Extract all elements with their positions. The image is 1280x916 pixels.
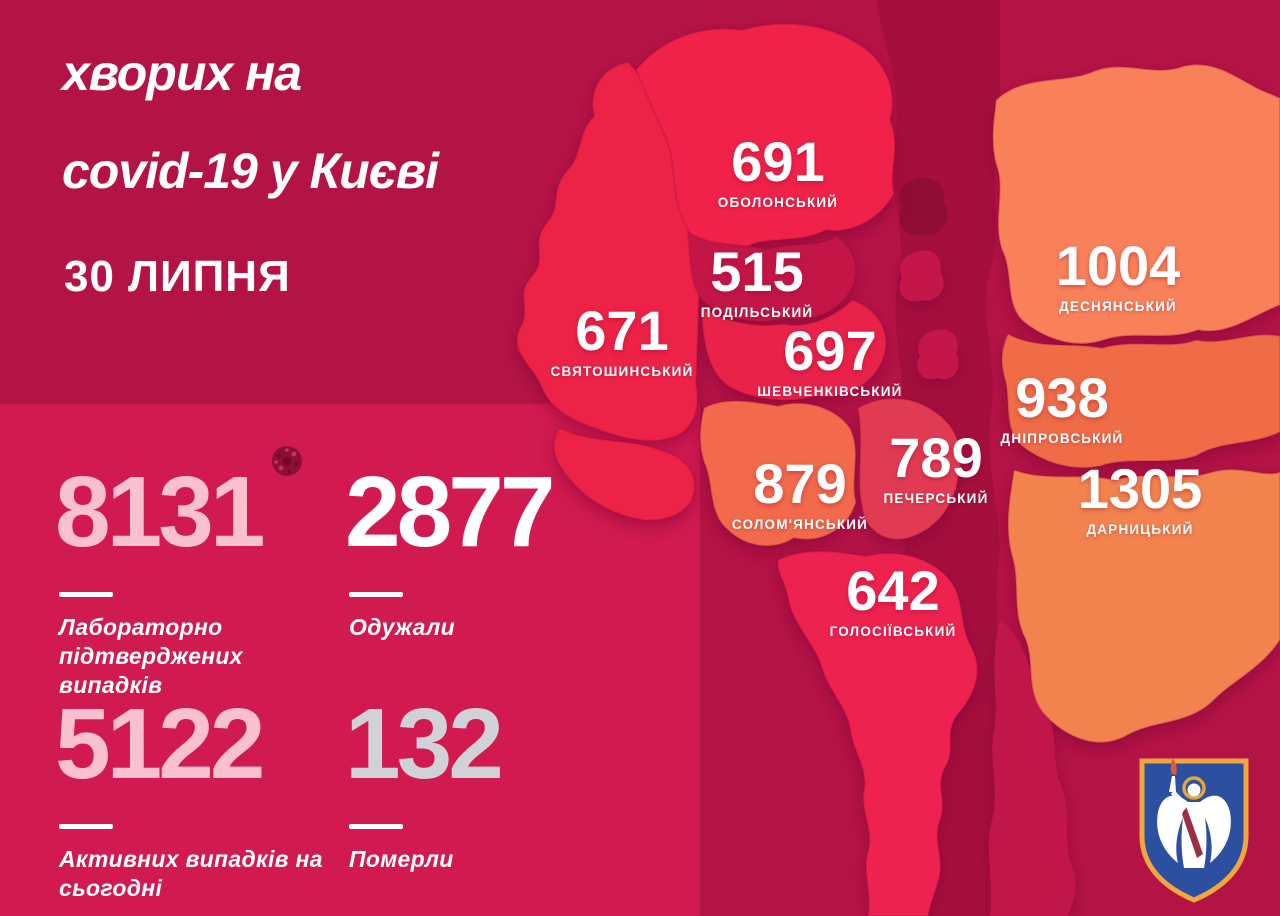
stat-active: 5122 Активних випадків на сьогодні [55, 694, 340, 903]
district-value: 1004 [1055, 234, 1181, 297]
district-shape-solomianskyi [699, 399, 858, 547]
district-shape-holosiivskyi [776, 550, 979, 916]
stat-active-label: Активних випадків на сьогодні [59, 846, 323, 902]
river-east-bank [988, 620, 1076, 916]
district-shape-desnianskyi [991, 63, 1280, 345]
river-island [899, 250, 944, 302]
district-label-shevchenkivskyi: 697 ШЕВЧЕНКІВСЬКИЙ [710, 319, 950, 400]
district-value: 691 [731, 130, 825, 193]
district-name: ГОЛОСІЇВСЬКИЙ [829, 624, 957, 639]
district-value: 1305 [1077, 457, 1203, 520]
district-shape-darnytskyi [1007, 468, 1280, 744]
district-value: 697 [783, 319, 877, 382]
district-shape-dniprovskyi [1000, 332, 1280, 469]
archangel-michael-figure [1157, 757, 1231, 868]
district-label-darnytskyi: 1305 ДАРНИЦЬКИЙ [1020, 457, 1260, 538]
stat-deaths: 132 Померли [345, 694, 630, 874]
virus-icon [272, 446, 302, 476]
river-island [917, 329, 959, 380]
stat-confirmed-label: Лабораторно підтверджених випадків [59, 614, 243, 699]
stat-confirmed-value: 8131 [55, 456, 265, 568]
district-label-obolonskyi: 691 ОБОЛОНСЬКИЙ [658, 130, 898, 211]
stat-deaths-label: Померли [349, 846, 454, 872]
kyiv-coat-of-arms [1139, 757, 1249, 903]
district-label-sviatoshynskyi: 671 СВЯТОШИНСЬКИЙ [502, 299, 742, 380]
district-name: ДЕСНЯНСЬКИЙ [1059, 299, 1177, 314]
district-name: ДНІПРОВСЬКИЙ [1000, 431, 1124, 446]
district-value: 515 [710, 240, 804, 303]
divider [349, 824, 403, 829]
district-shape-sviatoshynskyi-south [552, 426, 696, 522]
report-date: 30 ЛИПНЯ [64, 252, 291, 301]
district-label-holosiivskyi: 642 ГОЛОСІЇВСЬКИЙ [773, 559, 1013, 640]
divider [59, 592, 113, 597]
stat-recovered-label: Одужали [349, 614, 455, 640]
stat-deaths-value: 132 [345, 688, 504, 800]
page-title-line1: хворих на [62, 45, 302, 101]
district-shape-obolonskyi [634, 22, 897, 251]
stat-recovered: 2877 Одужали [345, 462, 630, 642]
district-value: 789 [889, 426, 983, 489]
divider [349, 592, 403, 597]
stat-recovered-value: 2877 [345, 456, 555, 568]
district-label-solomianskyi: 879 СОЛОМ'ЯНСЬКИЙ [680, 452, 920, 533]
district-name: ДАРНИЦЬКИЙ [1086, 522, 1194, 537]
district-label-dniprovskyi: 938 ДНІПРОВСЬКИЙ [942, 366, 1182, 447]
district-shape-shevchenkivskyi [700, 298, 887, 402]
district-label-podilskyi: 515 ПОДІЛЬСЬКИЙ [637, 240, 877, 321]
district-name: СВЯТОШИНСЬКИЙ [550, 364, 694, 379]
divider [59, 824, 113, 829]
district-value: 642 [846, 559, 940, 622]
district-value: 938 [1015, 366, 1109, 429]
district-name: СОЛОМ'ЯНСЬКИЙ [731, 517, 869, 532]
district-label-pecherskyi: 789 ПЕЧЕРСЬКИЙ [816, 426, 1056, 507]
district-shape-pecherskyi [856, 397, 962, 541]
district-name: ПЕЧЕРСЬКИЙ [883, 491, 989, 506]
district-value: 879 [753, 452, 847, 515]
page-title-line2: covid-19 у Києві [62, 143, 439, 199]
district-value: 671 [575, 299, 669, 362]
district-label-desnianskyi: 1004 ДЕСНЯНСЬКИЙ [998, 234, 1238, 315]
stat-active-value: 5122 [55, 688, 265, 800]
district-name: ПОДІЛЬСЬКИЙ [700, 305, 814, 320]
district-name: ШЕВЧЕНКІВСЬКИЙ [757, 384, 903, 399]
district-name: ОБОЛОНСЬКИЙ [717, 195, 839, 210]
stat-confirmed: 8131 Лабораторно підтверджених випадків [55, 462, 340, 701]
river-deep-spot [899, 177, 948, 236]
district-shape-podilskyi [686, 230, 857, 323]
